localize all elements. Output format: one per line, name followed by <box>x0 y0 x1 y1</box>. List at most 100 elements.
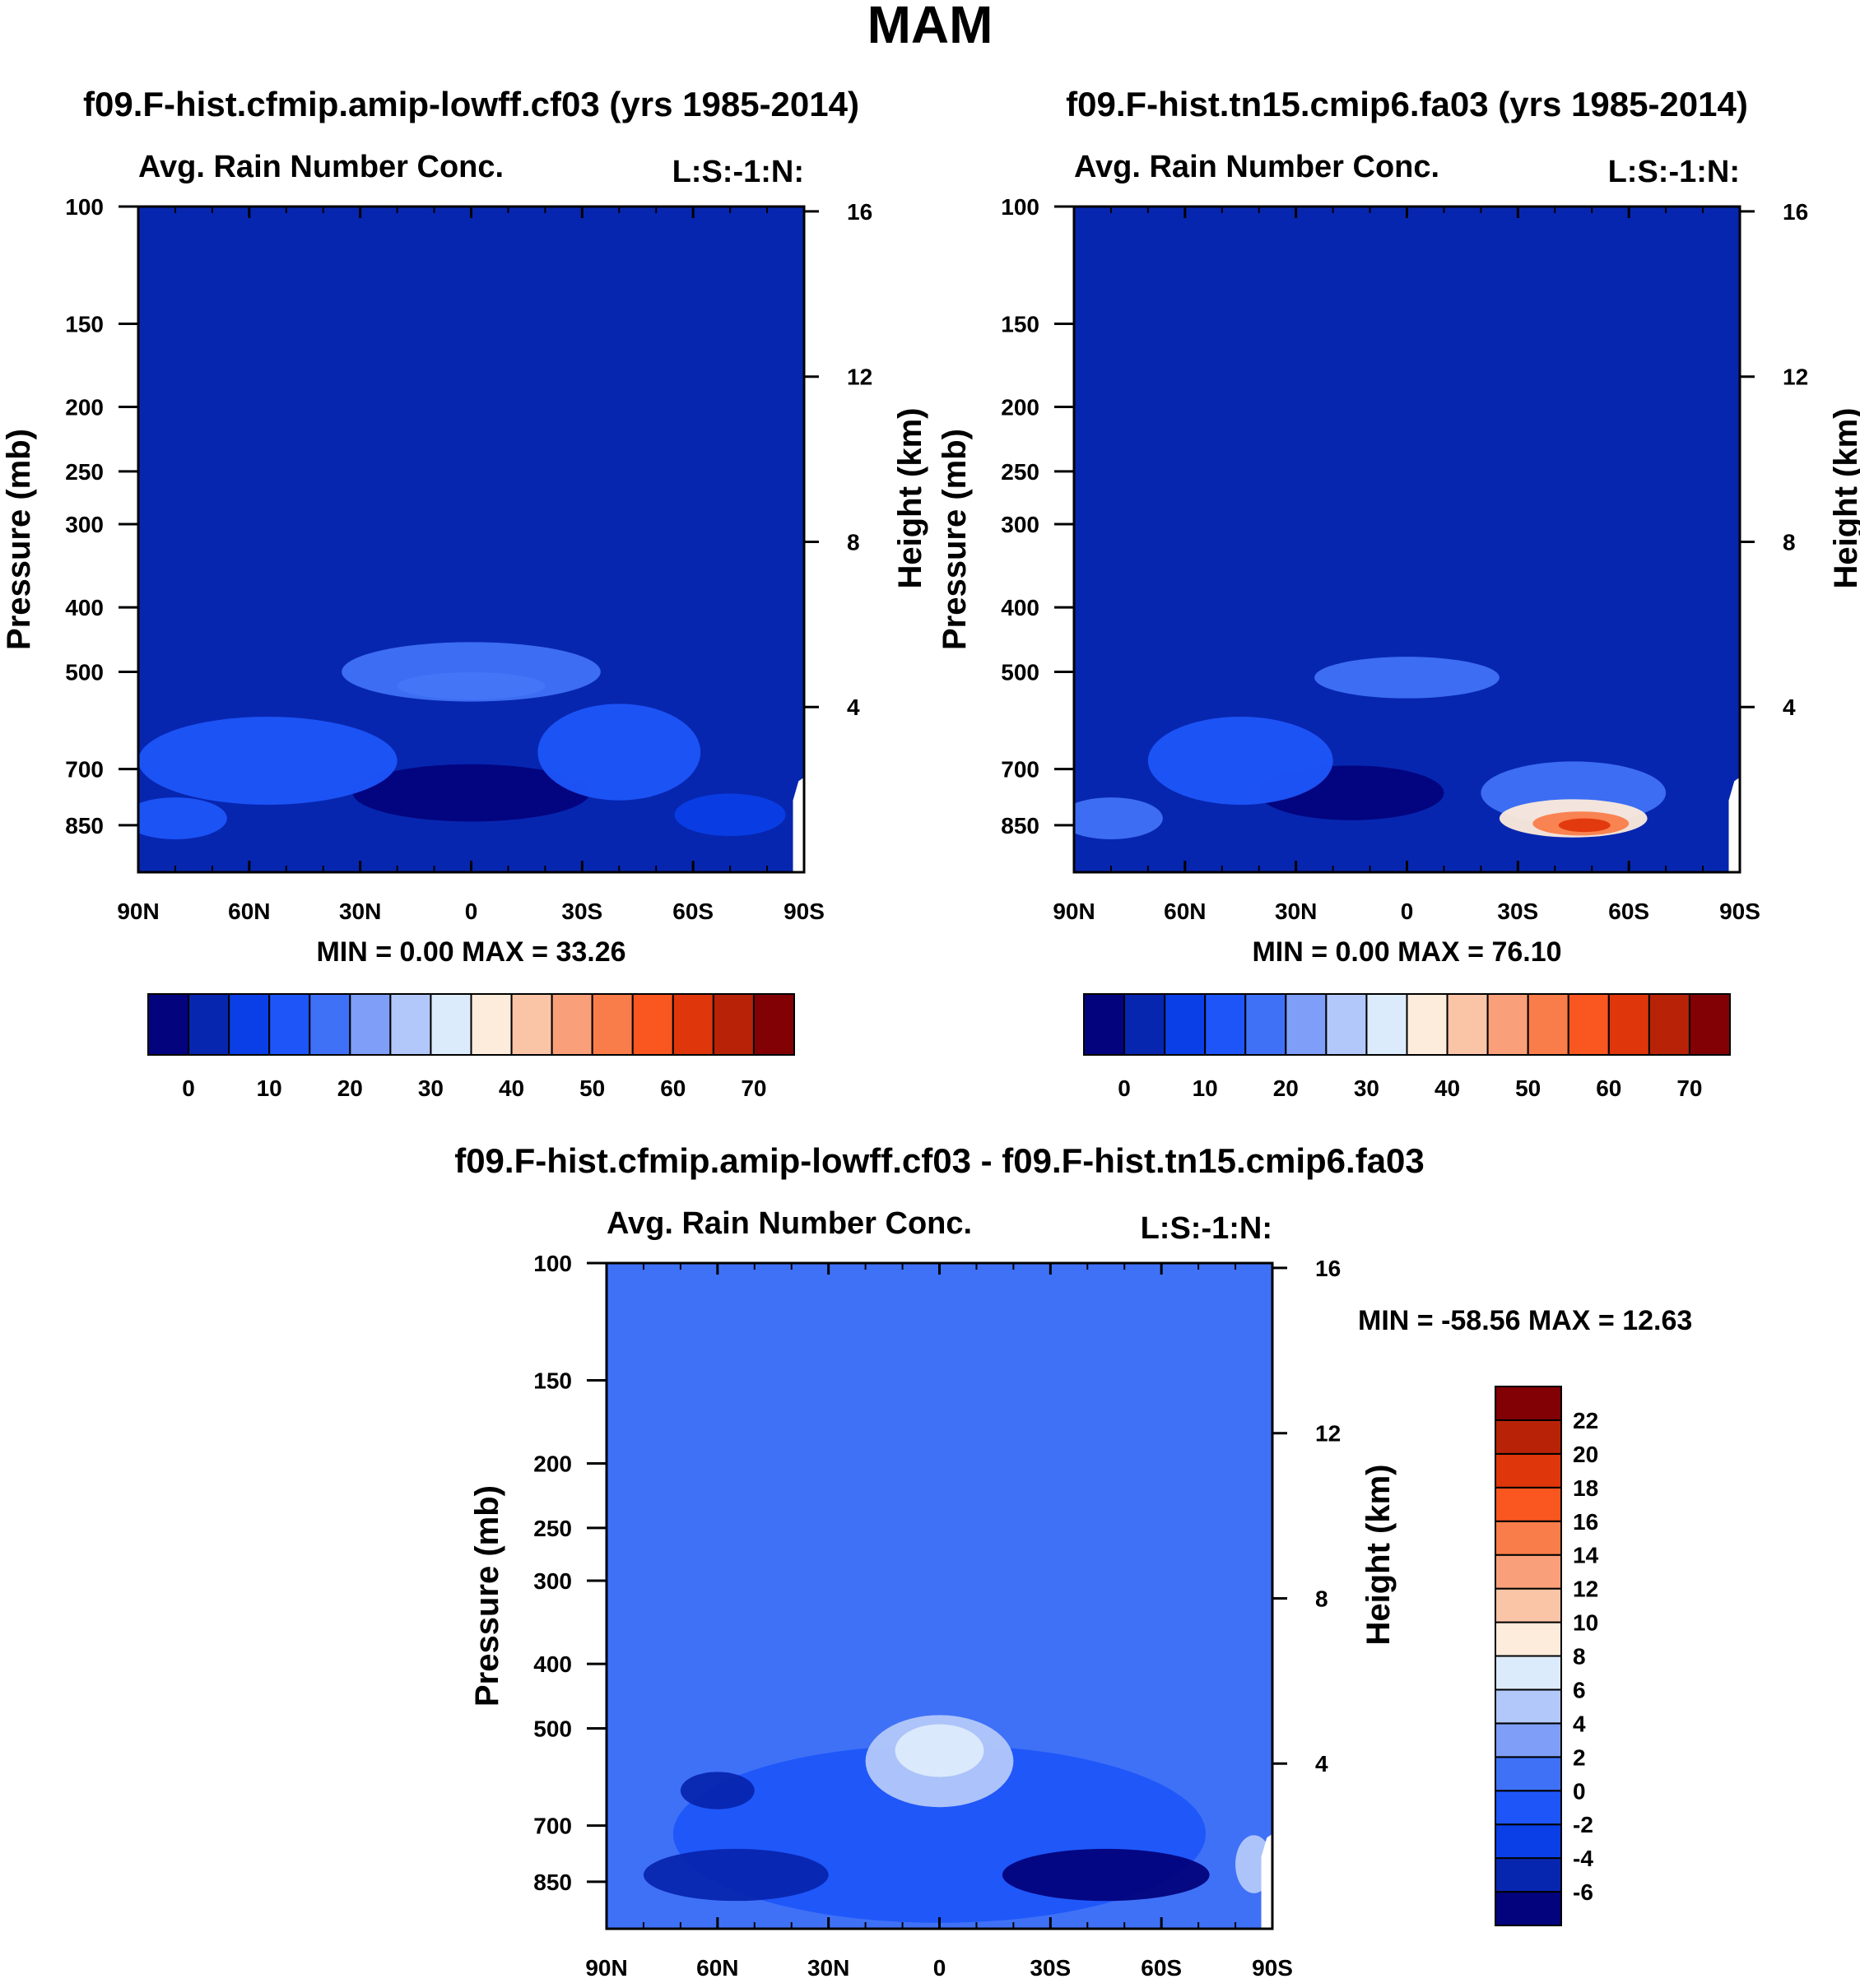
colorbar-box <box>1648 993 1690 1056</box>
colorbar-label: 10 <box>257 1075 282 1101</box>
x-tick-label: 0 <box>933 1955 946 1981</box>
contour-region <box>138 717 398 805</box>
min-max-text: MIN = 0.00 MAX = 76.10 <box>1252 936 1561 968</box>
y-tick-label: 100 <box>65 194 104 220</box>
colorbar-box <box>309 993 351 1056</box>
colorbar-box <box>268 993 311 1056</box>
y-tick-label: 850 <box>1001 813 1039 838</box>
height-tick-label: 4 <box>847 694 860 720</box>
panel-variable-label: Avg. Rain Number Conc. <box>607 1206 972 1241</box>
height-tick-label: 8 <box>1315 1586 1328 1611</box>
x-tick-label: 90S <box>784 899 825 924</box>
colorbar-label: 60 <box>660 1075 686 1101</box>
panel-3: f09.F-hist.cfmip.amip-lowff.cf03 - f09.F… <box>454 1141 1692 1981</box>
x-tick-label: 90N <box>117 899 159 924</box>
colorbar-label: 40 <box>499 1075 524 1101</box>
height-tick-label: 4 <box>1315 1751 1328 1777</box>
y-tick-label: 400 <box>1001 595 1039 620</box>
y-tick-label: 700 <box>533 1814 572 1839</box>
colorbar-box <box>1567 993 1610 1056</box>
height-tick-label: 8 <box>847 529 860 555</box>
min-max-text: MIN = 0.00 MAX = 33.26 <box>316 936 625 968</box>
height-tick-label: 12 <box>1315 1421 1341 1447</box>
colorbar-box <box>1164 993 1207 1056</box>
x-tick-label: 60N <box>696 1955 738 1981</box>
colorbar-box <box>470 993 513 1056</box>
colorbar-box <box>389 993 432 1056</box>
colorbar-label: 70 <box>741 1075 766 1101</box>
colorbar-box <box>1495 1452 1562 1489</box>
colorbar-label: 18 <box>1573 1475 1598 1501</box>
contour-region <box>1074 797 1163 839</box>
contour-field <box>607 1263 1272 1929</box>
colorbar-label: 12 <box>1573 1577 1598 1602</box>
colorbar-box <box>1495 1419 1562 1455</box>
colorbar-box <box>631 993 674 1056</box>
x-tick-label: 90S <box>1252 1955 1293 1981</box>
colorbar-box <box>349 993 392 1056</box>
colorbar-box <box>1495 1587 1562 1623</box>
y-tick-label: 700 <box>1001 757 1039 783</box>
min-max-text: MIN = -58.56 MAX = 12.63 <box>1358 1305 1692 1336</box>
height-tick-label: 16 <box>1315 1256 1341 1281</box>
colorbar-box <box>551 993 593 1056</box>
colorbar-box <box>1495 1722 1562 1758</box>
contour-region <box>1558 818 1611 833</box>
colorbar-box <box>430 993 472 1056</box>
colorbar-box <box>1123 993 1166 1056</box>
x-tick-label: 60N <box>1164 899 1206 924</box>
y-tick-label: 850 <box>65 813 104 838</box>
colorbar-label: -4 <box>1573 1846 1593 1871</box>
contour-region <box>643 1848 829 1902</box>
colorbar-box <box>1285 993 1328 1056</box>
colorbar-box <box>1495 1857 1562 1893</box>
y2-axis-label: Height (km) <box>892 408 928 589</box>
colorbar-label: 14 <box>1573 1543 1599 1568</box>
colorbar-label: 0 <box>182 1075 195 1101</box>
x-tick-label: 60S <box>1608 899 1649 924</box>
panel-2: f09.F-hist.tn15.cmip6.fa03 (yrs 1985-201… <box>937 85 1860 968</box>
colorbar-box <box>1495 1554 1562 1590</box>
colorbar-label: 0 <box>1118 1075 1131 1101</box>
colorbar-box <box>1495 1891 1562 1926</box>
y-tick-label: 500 <box>1001 659 1039 685</box>
x-tick-label: 0 <box>465 899 478 924</box>
y-tick-label: 250 <box>65 459 104 485</box>
colorbar-label: 50 <box>1515 1075 1541 1101</box>
colorbar-box <box>1083 993 1126 1056</box>
colorbar-label: 22 <box>1573 1408 1598 1433</box>
contour-region <box>537 704 701 801</box>
contour-region <box>895 1724 984 1777</box>
colorbar-box <box>1365 993 1408 1056</box>
colorbar-label: -2 <box>1573 1812 1593 1837</box>
colorbar-label: 20 <box>337 1075 363 1101</box>
panel-1: f09.F-hist.cfmip.amip-lowff.cf03 (yrs 19… <box>1 85 928 968</box>
colorbar-box <box>1495 1486 1562 1522</box>
colorbar-box <box>1495 1520 1562 1556</box>
y-tick-label: 100 <box>1001 194 1039 220</box>
y-tick-label: 250 <box>533 1516 572 1541</box>
missing-data <box>793 777 804 872</box>
colorbar-label: 20 <box>1573 1442 1598 1467</box>
colorbar-box <box>1406 993 1448 1056</box>
colorbar-label: 2 <box>1573 1744 1586 1770</box>
y-tick-label: 150 <box>533 1368 572 1393</box>
y-tick-label: 100 <box>533 1251 572 1276</box>
colorbar-box <box>1495 1756 1562 1792</box>
y2-axis-label: Height (km) <box>1828 408 1860 589</box>
y-tick-label: 300 <box>1001 512 1039 537</box>
contour-region <box>138 797 227 839</box>
x-tick-label: 90S <box>1719 899 1760 924</box>
colorbar-box <box>591 993 634 1056</box>
y-tick-label: 200 <box>1001 395 1039 420</box>
missing-data <box>1728 777 1740 872</box>
figure-title: MAM <box>867 0 993 54</box>
panel-title: f09.F-hist.cfmip.amip-lowff.cf03 (yrs 19… <box>83 85 859 123</box>
colorbar-box <box>1495 1823 1562 1860</box>
height-tick-label: 16 <box>1783 199 1808 225</box>
colorbar-box <box>1204 993 1247 1056</box>
y-tick-label: 300 <box>533 1568 572 1594</box>
height-tick-label: 12 <box>847 365 872 390</box>
panel-scale-label: L:S:-1:N: <box>1608 155 1740 189</box>
